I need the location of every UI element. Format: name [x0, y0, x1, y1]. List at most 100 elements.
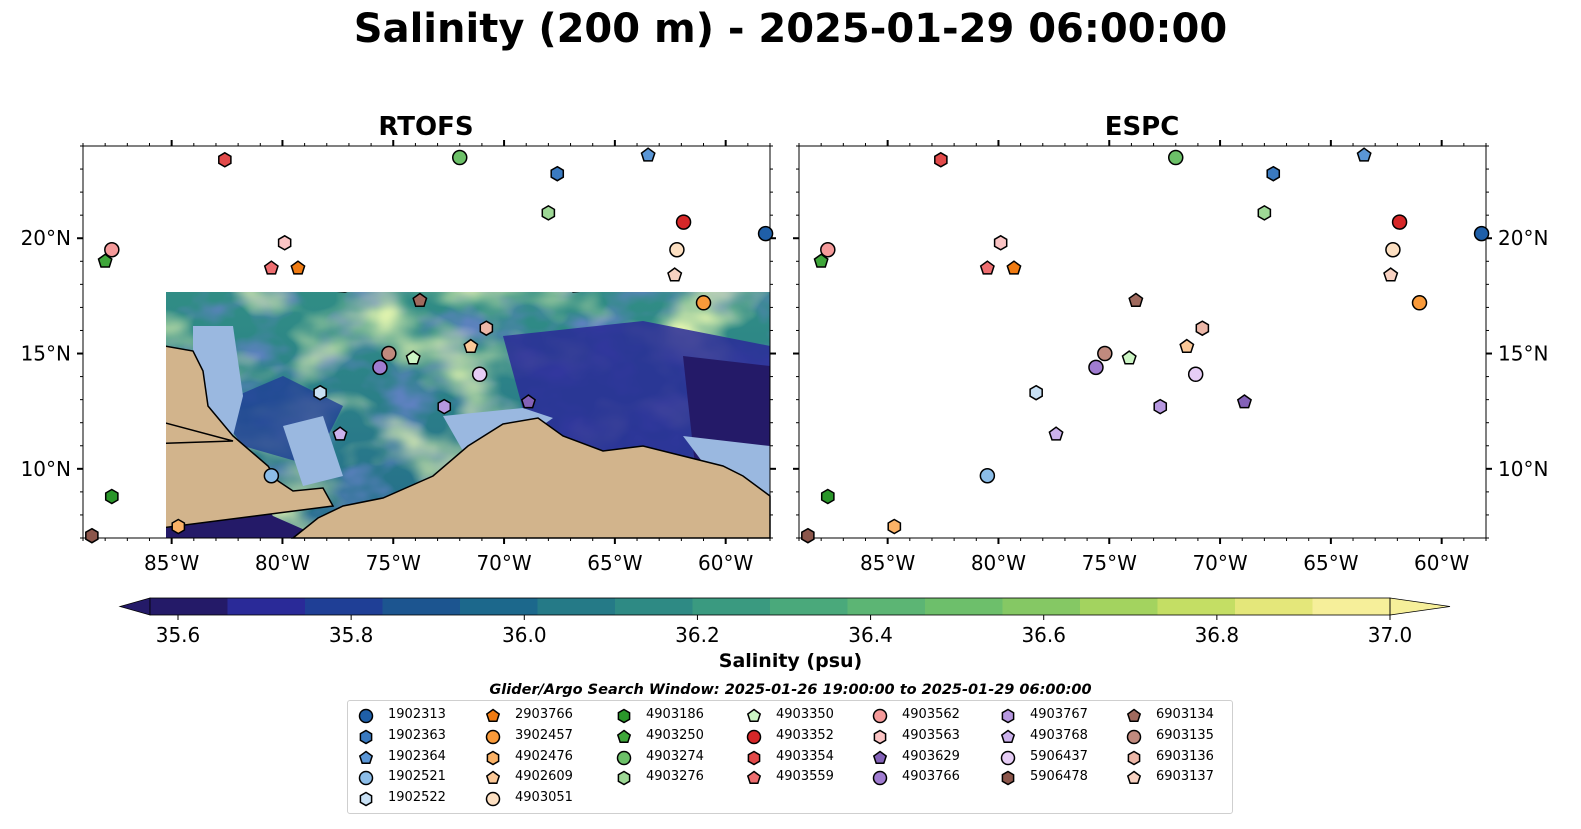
x-tick-label: 65°W [1303, 551, 1358, 575]
legend-marker-6903136 [1127, 750, 1141, 765]
float-marker-4903274 [451, 149, 468, 166]
y-tick-label: 20°N [21, 226, 71, 250]
float-marker-4902609 [1179, 338, 1195, 354]
legend-marker-4903186 [617, 708, 631, 724]
float-marker-6903137 [667, 267, 683, 282]
colorbar-tick-label: 35.6 [156, 623, 201, 647]
y-tick-label: 20°N [1498, 226, 1548, 250]
pentagon-marker-icon [616, 729, 632, 743]
legend-marker-4903768 [1000, 729, 1016, 743]
x-tick-label: 75°W [366, 551, 421, 575]
float-legend: 1902313 1902363 1902364 1902521 1902522 29037… [347, 700, 1233, 814]
hexagon-marker-icon [486, 750, 500, 765]
float-marker-3902457 [695, 295, 712, 311]
float-marker-4903766 [372, 359, 388, 376]
hexagon-marker-icon [747, 750, 761, 765]
colorbar-tick-label: 36.6 [1021, 623, 1066, 647]
legend-label: 6903135 [1156, 727, 1214, 743]
legend-label: 4903350 [776, 707, 834, 722]
colorbar-extend-high [1389, 597, 1451, 616]
legend-marker-4903767 [1001, 708, 1015, 724]
colorbar-segment [1235, 598, 1313, 615]
float-marker-4903768 [1048, 426, 1064, 441]
legend-label: 4903629 [902, 748, 960, 764]
float-marker-4903354 [934, 151, 948, 168]
circle-marker-icon [358, 708, 374, 724]
circle-marker-icon [485, 729, 501, 745]
float-marker-4902609 [463, 338, 479, 354]
colorbar-frame [149, 597, 1391, 616]
legend-label: 4903186 [646, 707, 704, 722]
float-marker-4903276 [1257, 205, 1272, 221]
legend-label: 4903562 [902, 707, 960, 722]
colorbar-segment [1157, 598, 1236, 615]
legend-marker-4903629 [872, 750, 888, 764]
colorbar-segment [1002, 598, 1081, 615]
legend-label: 4903274 [646, 748, 704, 764]
float-marker-1902521 [979, 467, 996, 484]
float-marker-1902313 [1473, 225, 1490, 242]
colorbar-tick-label: 37.0 [1368, 623, 1413, 647]
x-tick-label: 80°W [255, 551, 310, 575]
legend-label: 4903559 [776, 769, 834, 785]
legend-label: 4902476 [515, 748, 573, 764]
colorbar-segment [1080, 598, 1158, 615]
float-marker-3902457 [1411, 295, 1428, 311]
float-marker-4903276 [541, 205, 556, 221]
x-tick-label: 60°W [698, 551, 753, 575]
legend-marker-1902521 [358, 771, 374, 786]
legend-marker-6903137 [1126, 770, 1142, 785]
circle-marker-icon [616, 750, 632, 765]
legend-marker-3902457 [485, 729, 501, 745]
circle-marker-icon [358, 771, 374, 786]
colorbar-segment [1312, 598, 1391, 615]
colorbar-extend-low [118, 597, 151, 616]
legend-marker-4903766 [872, 771, 888, 786]
legend-label: 5906478 [1030, 769, 1088, 785]
legend-label: 4903767 [1030, 707, 1088, 722]
legend-label: 4903768 [1030, 727, 1088, 743]
float-marker-5906437 [1187, 366, 1204, 383]
float-marker-1902522 [1029, 384, 1043, 401]
pentagon-marker-icon [872, 750, 888, 764]
rtofs-panel-title: RTOFS [378, 112, 474, 142]
float-marker-4903352 [1391, 214, 1408, 230]
hexagon-marker-icon [617, 708, 631, 724]
float-marker-4903352 [675, 214, 692, 230]
legend-marker-4903350 [746, 708, 762, 723]
figure-title: Salinity (200 m) - 2025-01-29 06:00:00 [353, 6, 1228, 52]
float-marker-6903136 [1195, 320, 1210, 337]
legend-label: 4902609 [515, 769, 573, 785]
colorbar-segment [382, 598, 461, 615]
float-marker-4902476 [887, 518, 902, 535]
float-marker-4903766 [1088, 359, 1104, 376]
espc-map [798, 145, 1487, 539]
circle-marker-icon [872, 708, 888, 724]
float-marker-4903559 [263, 260, 279, 275]
legend-label: 6903137 [1156, 769, 1214, 785]
legend-marker-4902609 [485, 770, 501, 785]
float-marker-4903559 [979, 260, 995, 275]
legend-label: 2903766 [515, 707, 573, 722]
colorbar-segment [537, 598, 616, 615]
hexagon-marker-icon [1001, 771, 1015, 786]
float-marker-4903767 [1153, 398, 1168, 415]
legend-marker-5906478 [1001, 771, 1015, 786]
legend-marker-6903134 [1126, 708, 1142, 723]
float-marker-4903350 [405, 350, 421, 365]
float-marker-1902364 [1356, 147, 1372, 162]
float-marker-1902313 [757, 225, 774, 242]
colorbar-tick-label: 36.4 [848, 623, 893, 647]
legend-label: 6903134 [1156, 707, 1214, 722]
float-marker-1902521 [263, 467, 280, 484]
float-marker-4903767 [437, 398, 452, 415]
hexagon-marker-icon [1127, 750, 1141, 765]
legend-marker-4903562 [872, 708, 888, 724]
pentagon-marker-icon [746, 708, 762, 723]
float-marker-4903250 [813, 253, 829, 268]
float-marker-4903563 [993, 234, 1008, 251]
legend-label: 1902522 [388, 790, 446, 806]
float-marker-4903629 [520, 394, 536, 409]
float-marker-1902364 [640, 147, 656, 162]
